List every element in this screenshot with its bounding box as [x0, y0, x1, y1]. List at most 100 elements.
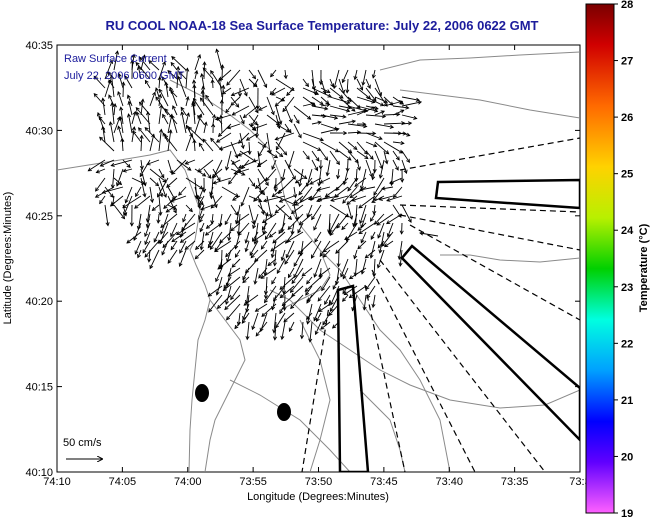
current-vector [194, 168, 206, 177]
current-vector [99, 136, 115, 152]
current-vector-head [202, 172, 207, 177]
current-vector-head [287, 129, 292, 134]
current-vector [176, 159, 192, 171]
current-vector-head [383, 99, 388, 104]
current-vector [194, 114, 202, 134]
current-vector-head [230, 295, 235, 301]
current-vector [311, 114, 326, 117]
current-vector-head [170, 246, 175, 251]
current-vector-head [280, 335, 285, 341]
current-vector-head [144, 127, 149, 132]
current-vector [301, 321, 304, 339]
current-vector [248, 141, 251, 155]
current-vector-head [306, 280, 311, 285]
current-vector [392, 141, 404, 144]
current-vector [243, 105, 259, 118]
current-vector [365, 87, 377, 102]
current-vector-head [371, 175, 376, 181]
current-vector-head [371, 106, 376, 111]
current-vector-head [377, 244, 382, 249]
current-vector [274, 321, 277, 340]
current-vector [347, 123, 367, 127]
current-vector-head [361, 81, 366, 87]
current-vector-head [169, 89, 175, 94]
bathymetry-contour-6 [379, 51, 580, 71]
current-vector [365, 114, 386, 118]
current-vector-head [233, 170, 238, 175]
current-vector-head [191, 102, 196, 107]
bathymetry-contour-5 [440, 254, 580, 263]
current-vector-head [398, 100, 404, 105]
current-vector [166, 177, 178, 188]
current-vector [372, 294, 376, 308]
current-vector [167, 195, 177, 213]
current-vector [140, 159, 143, 170]
current-vector [149, 134, 155, 152]
current-vector-head [362, 306, 367, 311]
current-vector-head [364, 155, 369, 160]
current-vector-head [406, 132, 411, 137]
current-vector-head [254, 307, 260, 312]
current-vector-head [282, 306, 287, 312]
current-vector-head [251, 220, 256, 225]
current-vector-head [335, 249, 340, 254]
current-vector-head [240, 144, 245, 150]
current-vector [167, 204, 177, 210]
current-vector [223, 276, 241, 291]
current-vector [275, 96, 285, 102]
current-vector-head [244, 269, 250, 274]
current-vector [202, 138, 214, 152]
current-vector-head [251, 126, 257, 131]
current-vector-head [386, 233, 391, 238]
current-vector [93, 75, 106, 89]
current-vector-head [304, 287, 309, 292]
current-vector-head [245, 308, 250, 313]
current-vector [171, 115, 178, 134]
current-vector-head [198, 195, 202, 201]
current-vector-head [398, 262, 403, 267]
current-vector [120, 107, 124, 125]
current-vector-head [370, 235, 375, 240]
current-vector [302, 87, 319, 95]
current-vector [199, 222, 205, 232]
current-vector [373, 204, 376, 215]
current-vector [401, 101, 422, 107]
current-vector-head [253, 240, 258, 245]
current-vector [181, 111, 187, 134]
current-vector [399, 249, 403, 267]
current-vector [401, 204, 412, 223]
current-vector-head [270, 73, 275, 78]
current-vector-head [215, 138, 221, 143]
current-vector-head [237, 231, 242, 236]
current-vector [311, 78, 317, 95]
current-vector [336, 213, 349, 229]
current-vector-head [255, 332, 260, 337]
current-vector [211, 79, 214, 89]
current-vector [365, 276, 376, 290]
current-vector-head [276, 269, 281, 275]
current-vector [254, 231, 268, 241]
colorbar-tick-label: 20 [621, 451, 633, 463]
current-vector [248, 96, 259, 113]
current-vector [287, 213, 304, 230]
current-vector-head [357, 226, 362, 231]
current-vector [329, 87, 344, 99]
current-vector-head [126, 163, 131, 169]
current-vector [158, 186, 163, 197]
current-vector [248, 204, 255, 224]
current-vector [356, 141, 368, 155]
current-vector [374, 110, 385, 116]
current-vector-head [267, 262, 272, 267]
current-vector [211, 213, 214, 224]
current-vector-head [273, 184, 278, 189]
current-vector [352, 294, 358, 311]
current-vector [379, 195, 394, 201]
current-vector [283, 312, 295, 323]
current-vector-head [367, 84, 371, 89]
current-vector-head [306, 320, 311, 325]
current-vector-head [272, 262, 277, 267]
current-vector [320, 87, 330, 93]
current-vector [180, 107, 187, 116]
current-vector [365, 249, 376, 259]
